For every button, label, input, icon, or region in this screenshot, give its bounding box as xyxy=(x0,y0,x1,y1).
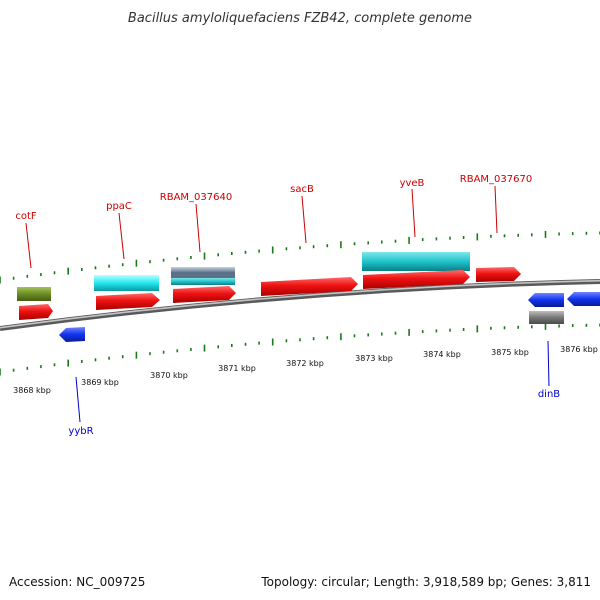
axis-label: 3872 kbp xyxy=(286,359,324,368)
genome-summary-text: Topology: circular; Length: 3,918,589 bp… xyxy=(260,575,591,589)
RBAM_037640-gene-arrow[interactable] xyxy=(173,286,236,303)
genome-backbone-highlight xyxy=(0,279,600,329)
ppaC-gene-arrow[interactable] xyxy=(96,293,160,310)
reverse-gene-arrow-edge[interactable] xyxy=(567,292,600,306)
axis-label: 3868 kbp xyxy=(13,386,51,395)
RBAM_037640-leader-line xyxy=(195,203,201,253)
sacB-gene-arrow[interactable] xyxy=(261,277,358,296)
RBAM_037640-feature-box[interactable] xyxy=(171,267,235,273)
yybR-label[interactable]: yybR xyxy=(68,426,93,437)
axis-label: 3876 kbp xyxy=(560,345,598,354)
yveB-leader-line xyxy=(411,188,416,238)
dinB-label[interactable]: dinB xyxy=(538,389,560,400)
RBAM_037670-gene-arrow[interactable] xyxy=(476,267,521,282)
axis-labels: 3868 kbp 3869 kbp 3870 kbp 3871 kbp 3872… xyxy=(13,345,598,395)
axis-label: 3871 kbp xyxy=(218,364,256,373)
axis-label: 3873 kbp xyxy=(355,354,393,363)
yveB-feature-box[interactable] xyxy=(362,252,470,271)
RBAM_037670-leader-line xyxy=(494,185,498,234)
cotF-label[interactable]: cotF xyxy=(15,211,37,222)
RBAM_037640-feature-box-2[interactable] xyxy=(171,272,235,279)
ppaC-feature-box[interactable] xyxy=(94,275,159,291)
axis-label: 3870 kbp xyxy=(150,371,188,380)
dinB-leader-line xyxy=(547,340,550,387)
cotF-gene-arrow[interactable] xyxy=(19,304,53,320)
axis-label: 3869 kbp xyxy=(81,378,119,387)
ppaC-leader-line xyxy=(118,212,125,260)
yybR-leader-line xyxy=(75,376,81,423)
RBAM_037640-feature-box-3[interactable] xyxy=(171,278,235,285)
yveB-gene-arrow[interactable] xyxy=(363,270,470,289)
axis-label: 3874 kbp xyxy=(423,350,461,359)
map-title: Bacillus amyloliquefaciens FZB42, comple… xyxy=(128,11,472,26)
forward-strand-tick-track xyxy=(0,230,600,284)
dinB-gene-arrow[interactable] xyxy=(528,293,564,307)
sacB-leader-line xyxy=(301,195,307,244)
genome-backbone xyxy=(0,279,600,331)
RBAM_037670-label[interactable]: RBAM_037670 xyxy=(460,174,532,185)
cotF-feature-box[interactable] xyxy=(17,287,51,301)
cotF-leader-line xyxy=(25,222,32,269)
dinB-feature-box[interactable] xyxy=(529,311,564,324)
RBAM_037640-label[interactable]: RBAM_037640 xyxy=(160,192,232,203)
gene-label-leaders xyxy=(25,185,550,423)
yveB-label[interactable]: yveB xyxy=(400,178,425,189)
reverse-strand-tick-track xyxy=(0,322,600,376)
yybR-gene-arrow[interactable] xyxy=(59,327,85,342)
axis-label: 3875 kbp xyxy=(491,348,529,357)
accession-text: Accession: NC_009725 xyxy=(9,575,145,589)
sacB-label[interactable]: sacB xyxy=(290,184,314,195)
ppaC-label[interactable]: ppaC xyxy=(106,201,132,212)
